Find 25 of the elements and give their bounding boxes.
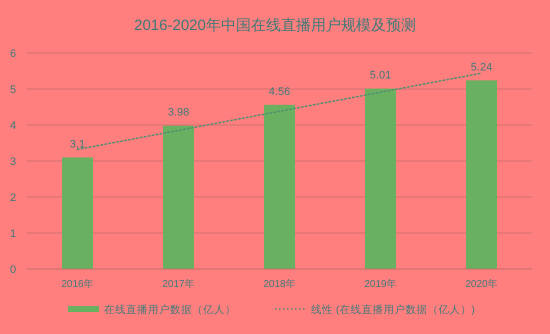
bar	[163, 126, 194, 269]
bar	[466, 80, 497, 269]
y-tick-label: 1	[10, 228, 16, 240]
data-label: 3,1	[70, 138, 86, 150]
data-label: 5.01	[370, 70, 392, 82]
x-tick-label: 2019年	[364, 278, 397, 290]
chart-title: 2016-2020年中国在线直播用户规模及预测	[134, 17, 416, 34]
bar	[365, 88, 396, 269]
data-label: 4.56	[268, 86, 290, 98]
x-tick-label: 2017年	[162, 278, 195, 290]
x-tick-label: 2018年	[263, 278, 296, 290]
legend-label: 在线直播用户数据（亿人）	[104, 303, 236, 316]
x-tick-label: 2020年	[465, 278, 498, 290]
y-tick-label: 4	[10, 120, 16, 132]
data-label: 5.24	[470, 61, 492, 74]
legend-label: 线性 (在线直播用户数据（亿人）)	[311, 303, 475, 316]
y-tick-label: 6	[10, 48, 16, 60]
bar	[62, 157, 93, 269]
y-tick-label: 0	[10, 264, 16, 276]
data-label: 3.98	[168, 106, 190, 119]
x-tick-label: 2016年	[61, 278, 94, 290]
y-tick-label: 5	[10, 84, 16, 96]
bar	[264, 104, 295, 269]
y-tick-label: 3	[10, 156, 16, 168]
y-tick-label: 2	[10, 192, 16, 204]
